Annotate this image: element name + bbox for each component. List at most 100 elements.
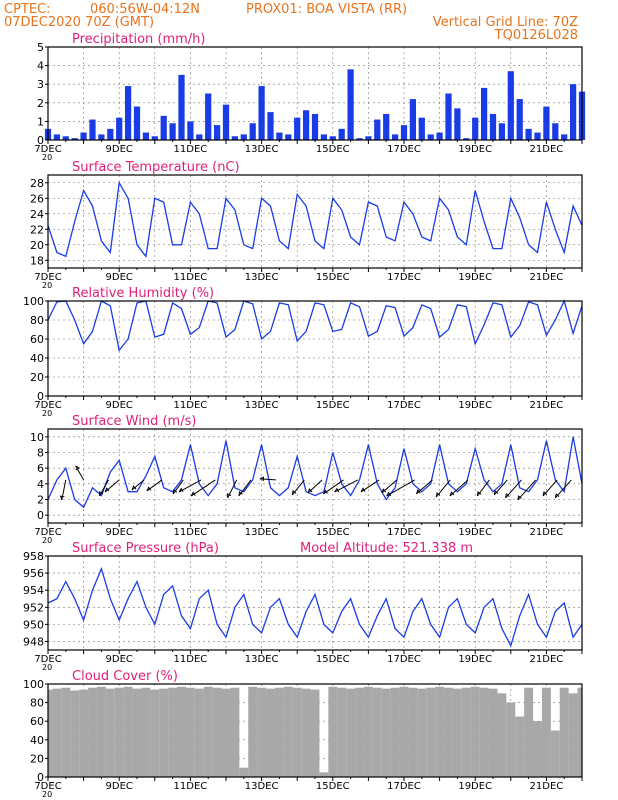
wind-vector-head — [386, 491, 392, 497]
precip-xtick-label: 7DEC — [34, 144, 61, 155]
precip-bar — [249, 123, 256, 140]
wind-vector-head — [104, 487, 110, 493]
pressure-frame — [47, 555, 583, 651]
pressure-ytick-label: 954 — [23, 584, 44, 597]
cloud-xtick-label: 11DEC — [174, 781, 208, 792]
precip-ytick-label: 3 — [37, 78, 44, 91]
pressure-xtick-label: 17DEC — [387, 654, 421, 665]
cloud-area — [79, 689, 89, 777]
wind-vector-head — [178, 487, 184, 493]
precip-xtick-label: 13DEC — [245, 144, 279, 155]
pressure-title: Surface Pressure (hPa) — [72, 541, 219, 556]
rh-xtick-label: 9DEC — [106, 400, 133, 411]
pressure-xtick-label: 9DEC — [106, 654, 133, 665]
wind-vector — [554, 479, 572, 499]
header-grid-note: Vertical Grid Line: 70Z — [433, 15, 578, 30]
cloud-area — [444, 687, 453, 777]
precip-bar — [89, 119, 96, 140]
precip-bar — [391, 134, 399, 140]
cloud-area — [48, 689, 53, 777]
wind-vector — [191, 479, 216, 497]
rh-ytick-label: 40 — [30, 352, 44, 365]
precip-bar — [311, 113, 319, 140]
rh-ytick-label: 60 — [30, 333, 44, 346]
cloud-area — [515, 716, 525, 777]
precip-bar — [454, 108, 461, 140]
precip-bar — [552, 123, 559, 140]
cloud-area — [283, 686, 293, 777]
cloud-xtick-label: 21DEC — [530, 781, 564, 792]
wind-vector-head — [259, 476, 265, 482]
rh-frame — [47, 300, 583, 397]
precip-bar — [445, 93, 452, 140]
wind-year-label: 20 — [42, 536, 52, 545]
pressure-year-label: 20 — [42, 663, 52, 672]
wind-vector-head — [75, 465, 80, 471]
precip-bar — [80, 132, 87, 140]
pressure-ytick-label: 950 — [23, 618, 44, 631]
cloud-area — [461, 687, 471, 777]
precip-bar — [516, 99, 523, 140]
cloud-area — [506, 702, 516, 777]
rh-ytick-label: 20 — [30, 371, 44, 384]
wind-vector-head — [476, 491, 482, 496]
temp-xtick-label: 11DEC — [174, 272, 208, 283]
precip-bar — [534, 132, 541, 140]
cloud-area — [346, 688, 356, 777]
cloud-area — [533, 721, 542, 777]
wind-vector — [449, 479, 469, 497]
precip-bar — [222, 104, 230, 140]
precip-ytick-label: 2 — [37, 97, 44, 110]
precip-bar — [338, 128, 345, 140]
precip-xtick-label: 11DEC — [174, 144, 208, 155]
pressure-ytick-label: 948 — [23, 635, 44, 648]
precip-bar — [302, 110, 310, 140]
wind-vector-head — [172, 489, 178, 494]
temp-ytick-label: 24 — [30, 208, 44, 221]
wind-vector-head — [323, 489, 328, 495]
temp-year-label: 20 — [42, 281, 52, 290]
cloud-area — [292, 687, 302, 777]
wind-xtick-label: 17DEC — [387, 527, 421, 538]
wind-vector-head — [227, 493, 232, 498]
cloud-ytick-label: 100 — [23, 678, 44, 691]
wind-vector — [323, 479, 344, 495]
cloud-area — [399, 686, 409, 777]
rh-title: Relative Humidity (%) — [72, 286, 214, 301]
temp-line — [47, 180, 583, 259]
pressure-subtitle: Model Altitude: 521.338 m — [300, 541, 473, 556]
precip-xtick-label: 9DEC — [106, 144, 133, 155]
header: CPTEC: 060:56W-04:12N PROX01: BOA VISTA … — [4, 2, 578, 43]
header-product-code: TQ0126L028 — [494, 28, 578, 43]
wind-vector — [307, 479, 323, 494]
wind-vector-head — [190, 491, 196, 497]
wind-vector-head — [291, 490, 297, 496]
precip-bar — [169, 123, 176, 140]
cloud-ytick-label: 40 — [30, 734, 44, 747]
wind-title: Surface Wind (m/s) — [72, 414, 196, 429]
precip-bar — [178, 74, 185, 140]
temp-xtick-label: 13DEC — [245, 272, 279, 283]
cloud-area — [185, 687, 195, 777]
pressure-line — [47, 566, 583, 648]
cloud-area — [381, 688, 391, 777]
wind-vector — [505, 479, 522, 499]
precip-bar — [160, 115, 167, 140]
cloud-area — [266, 688, 275, 777]
precip-bar — [365, 136, 372, 140]
wind-xtick-label: 7DEC — [34, 527, 61, 538]
precip-bar — [187, 121, 194, 140]
precip-bar — [543, 106, 550, 140]
wind-vector — [238, 479, 252, 497]
wind-vector — [259, 478, 276, 481]
wind-vector-head — [493, 490, 499, 496]
cloud-ytick-label: 60 — [30, 715, 44, 728]
precip-bar — [205, 93, 212, 140]
wind-vector-head — [504, 493, 510, 499]
temp-title: Surface Temperature (nC) — [72, 160, 240, 175]
cloud-area — [168, 687, 178, 777]
precip-bar — [107, 128, 114, 140]
header-org: CPTEC: — [4, 2, 51, 17]
wind-frame — [47, 428, 583, 524]
temp-ytick-label: 18 — [30, 254, 44, 267]
